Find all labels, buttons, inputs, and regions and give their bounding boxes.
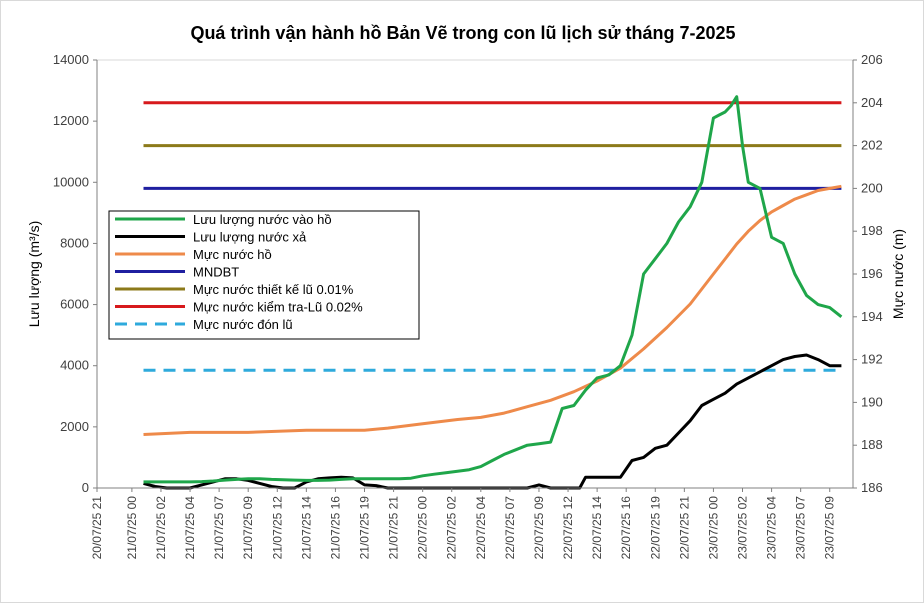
x-tick-label: 21/07/25 12 [270,496,284,560]
x-tick-label: 21/07/25 09 [241,496,255,560]
legend-label-7: Mực nước đón lũ [193,317,293,332]
y2-tick-label: 196 [861,266,883,281]
y-tick-label: 14000 [53,52,89,67]
x-tick-label: 20/07/25 21 [90,496,104,560]
x-tick-label: 21/07/25 16 [328,496,342,560]
x-tick-label: 22/07/25 16 [619,496,633,560]
y2-tick-label: 198 [861,223,883,238]
y2-axis-label: Mực nước (m) [890,229,906,319]
x-tick-label: 21/07/25 21 [387,496,401,560]
x-tick-label: 22/07/25 00 [416,496,430,560]
x-tick-label: 22/07/25 02 [445,496,459,560]
legend: Lưu lượng nước vào hồ Lưu lượng nước xả Mự… [108,210,420,340]
y-tick-label: 0 [82,480,89,495]
y2-tick-label: 188 [861,437,883,452]
x-tick-label: 23/07/25 09 [823,496,837,560]
y-tick-label: 10000 [53,174,89,189]
y-tick-label: 2000 [60,419,89,434]
legend-label-3: Mực nước hồ [193,247,272,262]
x-tick-label: 21/07/25 19 [358,496,372,560]
x-tick-label: 22/07/25 21 [677,496,691,560]
x-tick-label: 21/07/25 02 [154,496,168,560]
y2-tick-label: 186 [861,480,883,495]
legend-label-4: MNDBT [193,265,239,280]
x-tick-label: 22/07/25 14 [590,496,604,560]
x-tick-label: 22/07/25 19 [648,496,662,560]
series-group [143,95,843,490]
y2-tick-label: 204 [861,95,883,110]
y-tick-label: 12000 [53,113,89,128]
y2-tick-label: 192 [861,352,883,367]
x-tick-label: 23/07/25 07 [794,496,808,560]
x-tick-label: 22/07/25 09 [532,496,546,560]
y-tick-label: 4000 [60,358,89,373]
y2-tick-label: 200 [861,180,883,195]
x-tick-label: 21/07/25 07 [212,496,226,560]
y2-tick-label: 202 [861,138,883,153]
x-tick-label: 21/07/25 14 [299,496,313,560]
series-line-1 [143,95,843,484]
x-tick-label: 23/07/25 00 [706,496,720,560]
series-line-2 [143,353,842,490]
x-tick-label: 22/07/25 07 [503,496,517,560]
x-tick-label: 22/07/25 04 [474,496,488,560]
x-tick-label: 21/07/25 04 [183,496,197,560]
x-tick-label: 22/07/25 12 [561,496,575,560]
x-tick-label: 23/07/25 02 [736,496,750,560]
x-tick-label: 23/07/25 04 [765,496,779,560]
legend-label-6: Mực nước kiểm tra-Lũ 0.02% [193,300,363,315]
legend-box [108,210,420,340]
series-line-3 [143,184,842,436]
legend-label-2: Lưu lượng nước xả [193,230,307,245]
y-tick-label: 6000 [60,297,89,312]
chart-title: Quá trình vận hành hồ Bản Vẽ trong con l… [190,23,735,43]
y2-tick-label: 190 [861,394,883,409]
y-tick-label: 8000 [60,235,89,250]
y2-tick-label: 194 [861,309,883,324]
x-tick-label: 21/07/25 00 [125,496,139,560]
legend-label-5: Mực nước thiết kế lũ 0.01% [193,282,354,297]
axes-group: 0 2000 4000 6000 8000 10000 12000 14000 186 188 19… [53,52,883,559]
y-axis-label: Lưu lượng (m³/s) [26,221,42,328]
legend-label-1: Lưu lượng nước vào hồ [193,212,332,227]
y2-tick-label: 206 [861,52,883,67]
